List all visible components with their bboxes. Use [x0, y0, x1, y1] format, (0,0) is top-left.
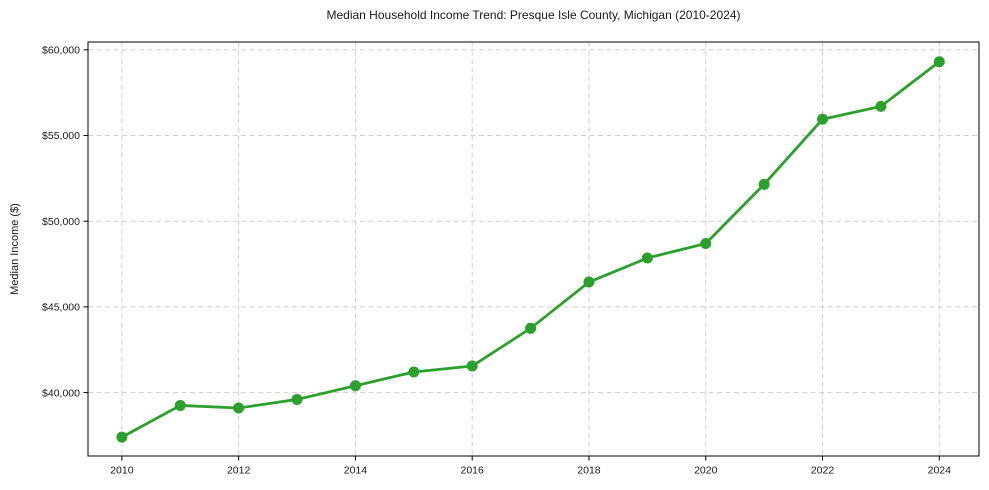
data-point-2017	[525, 322, 537, 334]
x-tick-label: 2014	[344, 465, 368, 477]
data-point-2021	[758, 178, 770, 190]
plot-border	[87, 41, 980, 457]
data-point-2016	[466, 360, 478, 372]
data-point-2013	[291, 393, 303, 405]
data-point-2010	[116, 431, 128, 443]
data-point-2022	[817, 113, 829, 125]
data-point-2020	[700, 237, 712, 249]
x-tick-label: 2024	[928, 465, 952, 477]
trend-line	[120, 60, 941, 439]
data-point-2011	[174, 399, 186, 411]
y-tick-label: $50,000	[42, 216, 80, 228]
data-point-2014	[349, 380, 361, 392]
data-point-2012	[233, 402, 245, 414]
data-point-2015	[408, 366, 420, 378]
x-tick-label: 2018	[577, 465, 601, 477]
x-tick-label: 2012	[227, 465, 251, 477]
x-tick-label: 2020	[694, 465, 718, 477]
data-point-2023	[875, 100, 887, 112]
x-tick-label: 2016	[461, 465, 485, 477]
chart-title: Median Household Income Trend: Presque I…	[326, 8, 741, 22]
data-point-2018	[583, 276, 595, 288]
data-point-2019	[641, 252, 653, 264]
y-tick-label: $55,000	[42, 130, 80, 142]
y-tick-label: $40,000	[42, 387, 80, 399]
y-axis-label: Median Income ($)	[9, 203, 21, 295]
y-tick-label: $45,000	[42, 302, 80, 314]
x-tick-label: 2022	[811, 465, 835, 477]
y-tick-label: $60,000	[42, 44, 80, 56]
data-point-2024	[933, 56, 945, 68]
x-tick-label: 2010	[110, 465, 134, 477]
